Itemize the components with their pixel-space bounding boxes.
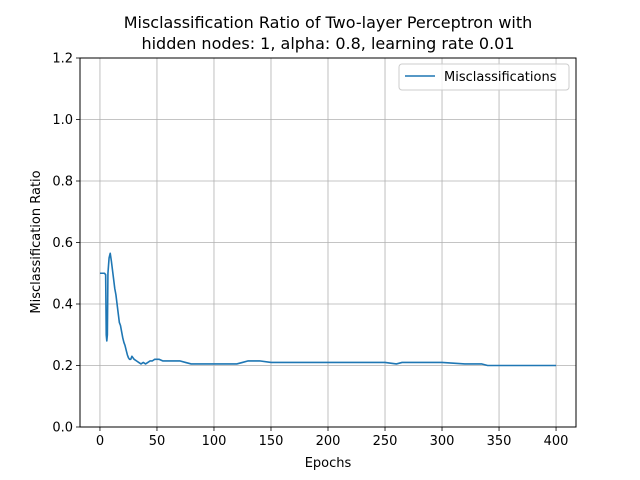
y-tick-label: 0.8 [52,175,73,190]
chart-title-line-1: Misclassification Ratio of Two-layer Per… [124,13,533,32]
grid-lines [80,57,576,428]
y-tick-label: 0.6 [52,236,73,251]
x-axis-label: Epochs [305,456,352,471]
y-tick-label: 0.4 [52,298,73,313]
x-tick-label: 100 [202,434,227,449]
x-tick-label: 400 [544,434,569,449]
x-tick-label: 0 [96,434,104,449]
x-tick-label: 300 [430,434,455,449]
plot-frame [79,57,577,428]
x-tick-label: 200 [316,434,341,449]
series-line-misclassifications [99,252,557,367]
legend-box [398,63,570,91]
x-tick-label: 150 [259,434,284,449]
y-tick-label: 0.0 [52,421,73,436]
x-tick-label: 50 [149,434,166,449]
x-tick-label: 350 [487,434,512,449]
chart-title-line-2: hidden nodes: 1, alpha: 0.8, learning ra… [141,34,514,53]
x-tick-label: 250 [373,434,398,449]
legend: Misclassifications [398,63,570,91]
y-tick-label: 0.2 [52,359,73,374]
y-axis-label: Misclassification Ratio [29,170,44,313]
series-layer [99,252,557,367]
axis-ticks: 0 50 100 150 200 250 300 350 400 0.0 0.2 0.4 0.6 0.8 1… [52,52,568,450]
legend-label: Misclassifications [444,70,557,85]
y-tick-label: 1.0 [52,113,73,128]
y-tick-label: 1.2 [52,52,73,67]
